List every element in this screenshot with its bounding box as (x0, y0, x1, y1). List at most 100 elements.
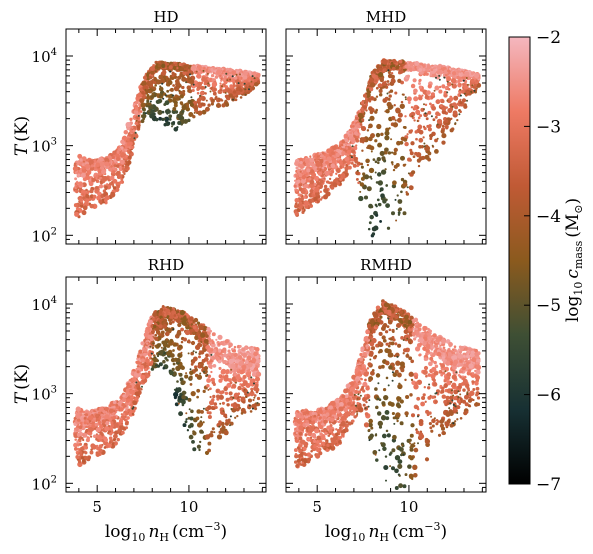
data-point (130, 145, 135, 150)
data-point (450, 117, 453, 120)
data-point (300, 189, 306, 195)
data-point (235, 407, 240, 412)
data-point (332, 182, 338, 187)
data-point (352, 145, 358, 151)
data-point (330, 163, 336, 169)
data-point (78, 442, 83, 446)
data-point (163, 117, 166, 120)
data-point (202, 421, 205, 424)
data-point (420, 145, 424, 149)
data-point (459, 100, 463, 105)
data-point (438, 74, 441, 77)
data-point (114, 150, 117, 153)
data-point (185, 324, 188, 328)
data-point (247, 398, 253, 403)
data-point (441, 124, 445, 128)
data-point (115, 181, 121, 187)
data-point (213, 88, 217, 91)
data-point (150, 330, 155, 335)
data-point (438, 85, 442, 89)
data-point (207, 103, 211, 107)
data-point (324, 170, 330, 176)
data-point (366, 129, 370, 132)
data-point (85, 438, 90, 443)
data-point (397, 211, 401, 215)
data-point (353, 131, 358, 136)
data-point (239, 96, 243, 99)
data-point (427, 151, 432, 156)
data-point (74, 211, 80, 217)
data-point (335, 172, 338, 176)
data-point (129, 117, 133, 121)
data-point (95, 174, 99, 178)
data-point (423, 145, 426, 148)
data-point (154, 84, 157, 87)
data-point (208, 67, 211, 70)
data-point (368, 167, 375, 174)
data-point (174, 63, 178, 66)
data-point (164, 100, 170, 106)
data-point (356, 169, 359, 172)
data-point (209, 395, 212, 399)
data-point (300, 197, 304, 201)
data-point (441, 133, 447, 139)
data-point (332, 145, 337, 150)
data-point (206, 83, 211, 87)
data-point (393, 104, 396, 107)
data-point (219, 82, 222, 85)
data-point (391, 116, 396, 121)
data-point (414, 130, 419, 134)
data-point (360, 176, 365, 181)
data-point (383, 68, 387, 72)
data-point (81, 193, 85, 196)
data-point (135, 119, 138, 122)
data-point (161, 63, 166, 69)
data-point (313, 168, 318, 172)
data-point (100, 428, 104, 432)
data-point (162, 359, 166, 364)
data-point (191, 331, 196, 336)
data-point (80, 172, 86, 178)
data-point (447, 107, 453, 113)
data-point (222, 78, 226, 81)
data-point (195, 70, 198, 73)
data-point (160, 96, 163, 99)
data-point (84, 198, 90, 203)
data-point (350, 161, 354, 165)
data-point (446, 91, 449, 94)
data-point (436, 137, 439, 140)
data-point (325, 180, 330, 184)
data-point (223, 80, 228, 85)
data-point (115, 156, 121, 162)
data-point (392, 168, 396, 172)
data-point (362, 175, 366, 178)
data-point (337, 174, 342, 178)
data-point (175, 318, 182, 324)
data-point (110, 192, 116, 198)
data-point (374, 139, 378, 143)
data-point (431, 144, 434, 147)
data-point (444, 86, 448, 90)
data-point (375, 132, 381, 138)
data-point (350, 156, 353, 159)
data-point (140, 387, 143, 391)
data-point (318, 178, 322, 182)
data-point (231, 75, 234, 78)
data-point (380, 169, 387, 175)
data-point (89, 435, 93, 438)
data-point (253, 77, 256, 80)
data-point (383, 159, 387, 163)
data-point (194, 344, 201, 351)
data-point (221, 103, 226, 108)
data-point (359, 123, 363, 126)
data-point (464, 71, 470, 77)
data-point (89, 189, 94, 194)
data-point (172, 362, 176, 366)
data-point (459, 110, 462, 113)
data-point (429, 133, 434, 138)
data-point (95, 186, 99, 190)
data-point (199, 91, 205, 96)
data-point (470, 90, 473, 93)
data-point (199, 94, 202, 97)
data-point (303, 200, 310, 207)
